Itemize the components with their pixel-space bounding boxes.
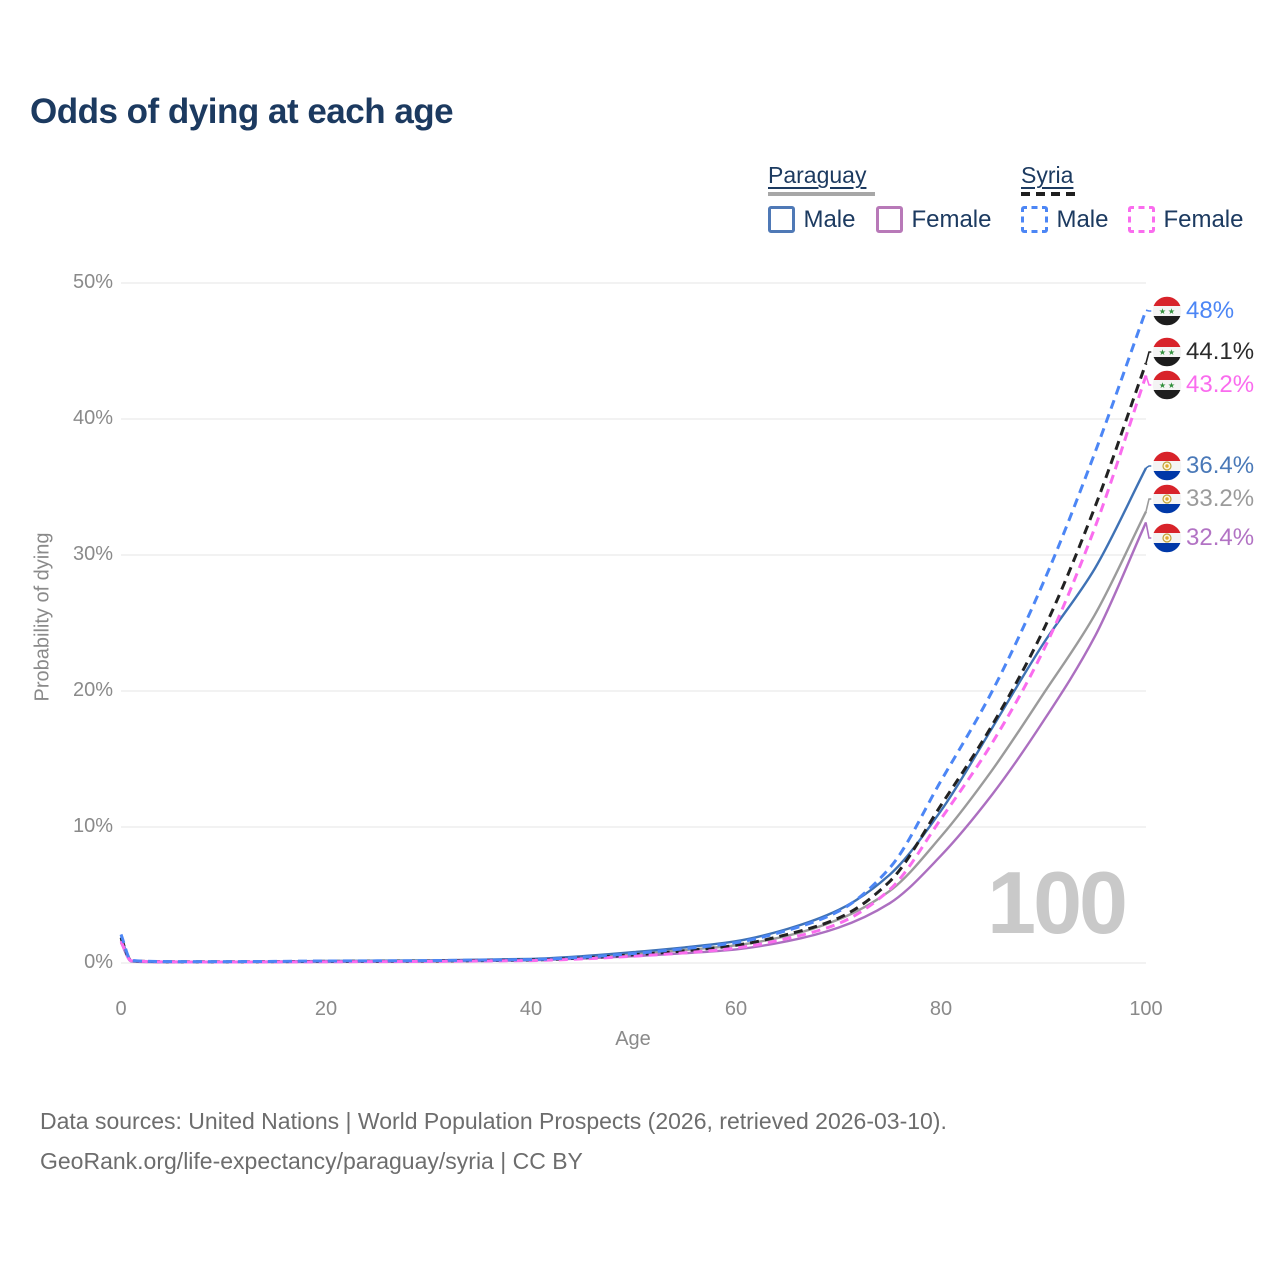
legend-item-syria-female[interactable]: Female [1128, 206, 1243, 233]
legend-label: Female [911, 206, 992, 233]
x-tick-label: 0 [115, 998, 127, 1020]
footer-license-line: GeoRank.org/life-expectancy/paraguay/syr… [40, 1148, 583, 1174]
age-ticker-watermark: 100 [987, 853, 1128, 952]
syria-flag-icon: ★ ★ [1151, 369, 1183, 401]
x-tick-label: 40 [519, 998, 543, 1020]
syria-male-swatch-icon [1021, 206, 1048, 233]
x-axis-title: Age [615, 1028, 651, 1050]
paraguay-solid-line-swatch [768, 192, 875, 196]
legend-country-syria[interactable]: Syria [1021, 162, 1074, 188]
x-tick-label: 60 [724, 998, 748, 1020]
legend-country-paraguay[interactable]: Paraguay [768, 162, 867, 188]
svg-text:★: ★ [1159, 307, 1166, 316]
end-label-paraguay-male: 36.4% [1186, 452, 1255, 479]
footer-source-line: Data sources: United Nations | World Pop… [40, 1108, 947, 1134]
end-label-paraguay-female: 32.4% [1186, 524, 1255, 551]
legend-label: Female [1163, 206, 1244, 233]
page-title: Odds of dying at each age [30, 92, 454, 131]
paraguay-male-swatch-icon [768, 206, 795, 233]
y-tick-label: 10% [72, 815, 113, 837]
svg-text:★: ★ [1168, 381, 1175, 390]
y-tick-label: 20% [72, 679, 113, 701]
series-line-syria-female[interactable] [119, 375, 1148, 964]
end-label-syria-male: 48% [1186, 297, 1235, 324]
end-label-syria-female: 43.2% [1186, 371, 1255, 398]
svg-text:★: ★ [1168, 348, 1175, 357]
legend-item-paraguay-male[interactable]: Male [768, 206, 855, 233]
syria-flag-icon: ★ ★ [1151, 336, 1183, 368]
end-label-syria-both: 44.1% [1186, 338, 1255, 365]
paraguay-female-swatch-icon [876, 206, 903, 233]
y-tick-label: 40% [72, 407, 113, 429]
y-tick-label: 30% [72, 543, 113, 565]
y-tick-label: 0% [84, 951, 113, 973]
x-tick-label: 100 [1129, 998, 1163, 1020]
end-label-paraguay-both: 33.2% [1186, 485, 1255, 512]
paraguay-flag-icon [1151, 483, 1183, 515]
svg-text:★: ★ [1159, 348, 1166, 357]
x-tick-label: 20 [314, 998, 338, 1020]
legend-item-paraguay-female[interactable]: Female [876, 206, 991, 233]
paraguay-flag-icon [1151, 522, 1183, 554]
legend-item-syria-male[interactable]: Male [1021, 206, 1108, 233]
y-tick-label: 50% [72, 271, 113, 293]
series-line-syria-male[interactable] [119, 309, 1148, 964]
paraguay-flag-icon [1151, 450, 1183, 482]
syria-female-swatch-icon [1128, 206, 1155, 233]
x-tick-label: 80 [929, 998, 953, 1020]
svg-text:★: ★ [1159, 381, 1166, 390]
legend-label: Male [1056, 206, 1109, 233]
syria-dashed-line-swatch [1021, 192, 1081, 196]
svg-text:★: ★ [1168, 307, 1175, 316]
syria-flag-icon: ★ ★ [1151, 295, 1183, 327]
legend-label: Male [803, 206, 856, 233]
